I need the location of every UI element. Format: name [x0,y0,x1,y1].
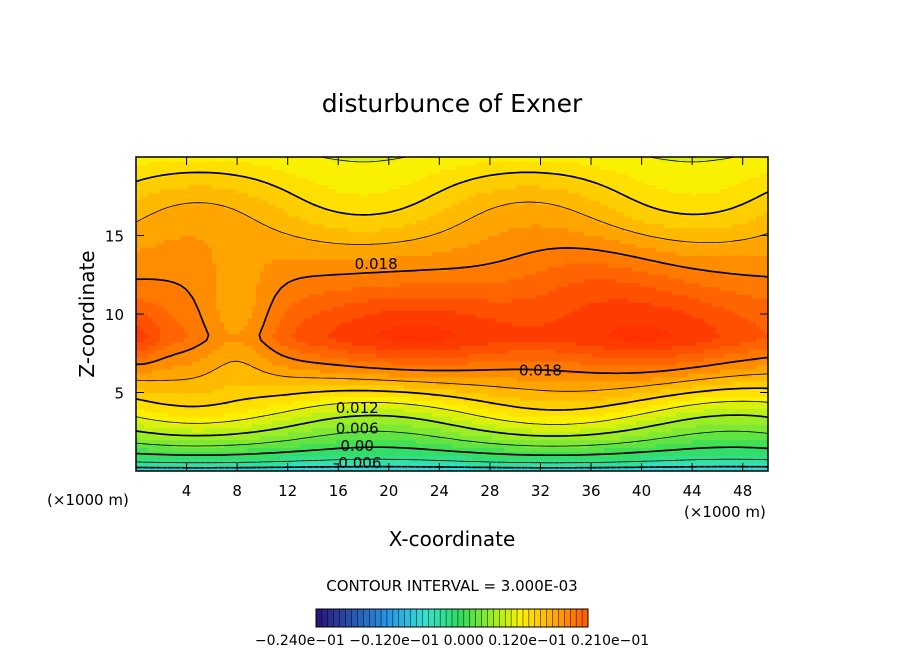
colorbar-swatch [463,609,471,627]
contour-line-0 [136,446,768,457]
colorbar-swatch [440,609,447,627]
colorbar-swatch [345,609,352,627]
contour-line-0.006 [136,414,768,437]
colorbar-swatch [522,609,530,627]
colorbar-swatch [558,609,565,627]
contour-label: 0.00 [340,437,373,455]
colorbar-swatch [321,609,329,627]
colorbar-swatch [369,609,376,627]
contour-line--0.006 [136,465,768,469]
y-axis-label: Z-coordinate [75,250,99,377]
contour-line-0.012 [136,171,768,411]
colorbar-tick-labels: −0.240e−01 −0.120e−01 0.000 0.120e−01 0.… [255,633,649,649]
contour-label: 0.018 [355,255,398,273]
y-tick-label: 5 [114,385,124,403]
colorbar-swatch [540,609,547,627]
x-tick-label: 12 [278,482,297,500]
x-tick-label: 16 [329,482,348,500]
colorbar-swatch [381,609,388,627]
x-tick-label: 8 [232,482,242,500]
colorbar-swatch [493,609,500,627]
colorbar-swatch [398,609,405,627]
colorbar-swatch [375,609,382,627]
colorbar-swatch [392,609,400,627]
colorbar-swatch [570,609,577,627]
contour-lines [136,157,768,469]
colorbar-swatch [386,609,394,627]
x-axis-label: X-coordinate [389,527,516,551]
y-axis-ticks: 5 10 15 [105,228,768,403]
x-tick-label: 48 [733,482,752,500]
contour-label: 0.018 [519,362,562,380]
colorbar-swatch [316,609,323,627]
colorbar-swatch [546,609,553,627]
y-tick-label: 15 [105,228,124,246]
colorbar-swatch [582,609,589,627]
x-tick-label: 44 [683,482,702,500]
colorbar-frame [315,608,589,628]
contour-line-0.015 [136,201,768,392]
colorbar-swatch [416,609,423,627]
colorbar-swatch [452,609,459,627]
colorbar-swatch [576,609,583,627]
x-unit-label-left: (×1000 m) [47,491,129,509]
contour-label: 0.006 [336,420,379,438]
x-unit-label-right: (×1000 m) [684,503,766,521]
contour-line--0.003 [136,458,768,464]
contour-line-0.009 [136,157,768,425]
colorbar-swatch [357,609,364,627]
colorbar-swatch [457,609,465,627]
x-tick-label: 40 [632,482,651,500]
y-tick-label: 10 [105,306,124,324]
colorbar-swatch [339,609,346,627]
color-bands [136,157,768,471]
colorbar-swatch [481,609,488,627]
colorbar-swatch [511,609,518,627]
colorbar [315,609,589,627]
x-tick-label: 28 [480,482,499,500]
colorbar-swatch [363,609,370,627]
colorbar-swatch [404,609,411,627]
chart-title: disturbunce of Exner [322,89,583,118]
colorbar-swatch [475,609,482,627]
colorbar-swatch [333,609,340,627]
x-tick-label: 20 [379,482,398,500]
contour-interval-text: CONTOUR INTERVAL = 3.000E-03 [326,577,577,595]
x-tick-label: 36 [581,482,600,500]
contour-line-0.018 [136,247,768,375]
colorbar-swatch [410,609,417,627]
x-tick-label: 4 [182,482,192,500]
x-tick-label: 24 [430,482,449,500]
colorbar-swatch [528,609,536,627]
colorbar-swatch [499,609,506,627]
x-tick-label: 32 [531,482,550,500]
contour-label: 0.012 [336,399,379,417]
colorbar-swatch [351,609,358,627]
contour-line-0.003 [136,430,768,447]
colorbar-swatch [564,609,571,627]
colorbar-swatch [446,609,453,627]
colorbar-swatch [552,609,559,627]
colorbar-swatch [422,609,429,627]
colorbar-swatch [428,609,435,627]
colorbar-swatch [327,609,335,627]
colorbar-swatch [505,609,512,627]
x-axis-ticks: 4 8 12 16 20 24 28 32 36 40 44 48 [182,157,752,500]
colorbar-swatch [487,609,494,627]
plot-area [136,157,768,471]
colorbar-swatch [434,609,441,627]
colorbar-swatch [469,609,476,627]
colorbar-swatch [517,609,524,627]
colorbar-swatch [534,609,541,627]
contour-label: -0.006 [333,454,381,472]
